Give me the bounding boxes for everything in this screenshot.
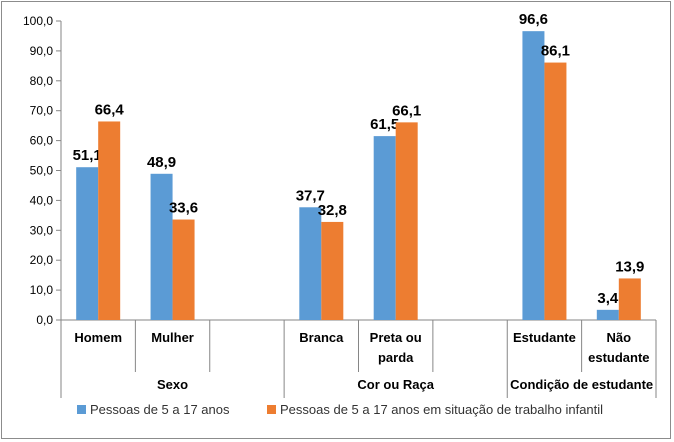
- category-label: estudante: [588, 350, 649, 365]
- category-label: Preta ou: [370, 330, 422, 345]
- data-label: 61,5: [370, 116, 399, 133]
- y-tick-label: 10,0: [30, 283, 54, 297]
- category-label: Branca: [299, 330, 344, 345]
- bar: [98, 121, 121, 321]
- group-label: Condição de estudante: [510, 377, 653, 392]
- bar: [373, 136, 396, 320]
- bar: [76, 167, 99, 320]
- y-tick-label: 0,0: [36, 313, 53, 327]
- y-tick-label: 30,0: [30, 223, 54, 237]
- legend-label: Pessoas de 5 a 17 anos em situação de tr…: [280, 402, 603, 417]
- data-label: 66,1: [392, 102, 421, 119]
- group-label: Cor ou Raça: [357, 377, 434, 392]
- group-label: Sexo: [157, 377, 188, 392]
- bar: [150, 173, 173, 320]
- data-label: 13,9: [615, 258, 644, 275]
- data-label: 32,8: [318, 202, 347, 219]
- bar: [172, 219, 195, 320]
- data-label: 3,4: [597, 290, 619, 307]
- bar: [522, 31, 545, 320]
- y-tick-label: 20,0: [30, 253, 54, 267]
- data-label: 96,6: [519, 11, 548, 28]
- category-label: Homem: [74, 330, 122, 345]
- bar: [596, 309, 619, 320]
- bar: [395, 122, 418, 321]
- y-tick-label: 40,0: [30, 193, 54, 207]
- data-label: 66,4: [95, 101, 125, 118]
- y-tick-label: 60,0: [30, 134, 54, 148]
- bar: [321, 221, 344, 320]
- category-label: parda: [378, 350, 414, 365]
- data-label: 51,1: [73, 147, 102, 164]
- category-label: Estudante: [513, 330, 576, 345]
- data-label: 86,1: [541, 43, 570, 60]
- bar: [544, 62, 567, 320]
- legend-label: Pessoas de 5 a 17 anos: [90, 402, 230, 417]
- bar: [299, 207, 322, 320]
- data-label: 33,6: [169, 200, 198, 217]
- y-tick-label: 70,0: [30, 104, 54, 118]
- y-tick-label: 50,0: [30, 164, 54, 178]
- data-label: 48,9: [147, 154, 176, 171]
- bar: [618, 278, 641, 320]
- category-label: Mulher: [151, 330, 194, 345]
- legend-swatch: [77, 405, 86, 414]
- y-tick-label: 80,0: [30, 74, 54, 88]
- y-tick-label: 90,0: [30, 44, 54, 58]
- category-label: Não: [607, 330, 632, 345]
- data-label: 37,7: [296, 187, 325, 204]
- y-tick-label: 100,0: [23, 14, 53, 28]
- legend-swatch: [267, 405, 276, 414]
